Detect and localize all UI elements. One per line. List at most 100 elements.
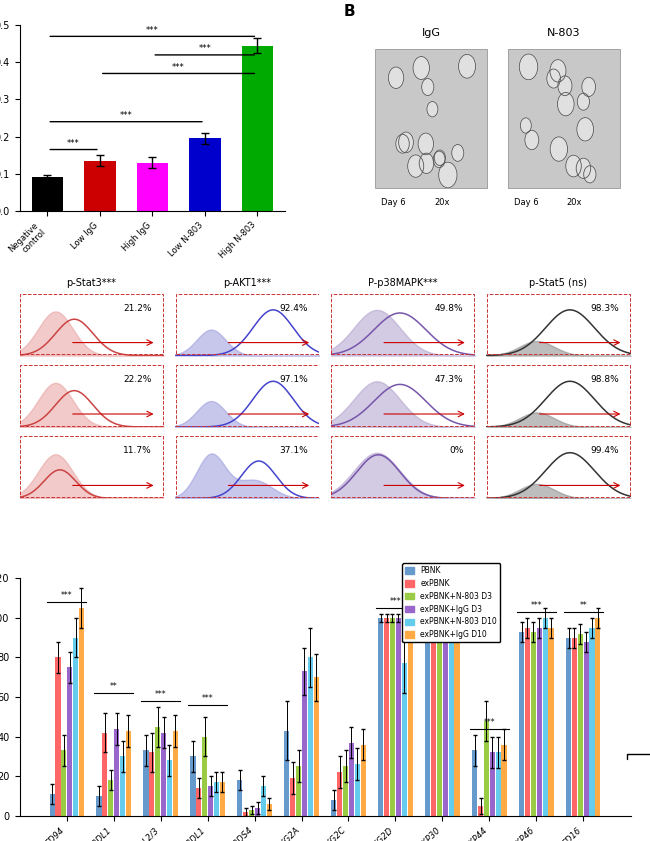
Bar: [572, 637, 577, 816]
Circle shape: [434, 150, 445, 166]
Circle shape: [550, 137, 567, 161]
Bar: [237, 780, 242, 816]
Bar: [196, 788, 202, 816]
Circle shape: [458, 55, 476, 78]
Bar: [214, 782, 219, 816]
Bar: [332, 800, 337, 816]
Bar: [595, 618, 601, 816]
Bar: [501, 744, 506, 816]
Bar: [431, 621, 436, 816]
Circle shape: [413, 56, 430, 80]
Bar: [349, 743, 354, 816]
Bar: [590, 627, 595, 816]
Circle shape: [558, 76, 572, 96]
Bar: [220, 782, 225, 816]
Bar: [32, 177, 63, 211]
Bar: [108, 780, 113, 816]
Bar: [448, 618, 454, 816]
Bar: [284, 731, 289, 816]
Bar: [396, 618, 401, 816]
Text: ***: ***: [530, 601, 542, 610]
Bar: [443, 621, 448, 816]
Circle shape: [433, 151, 445, 167]
Circle shape: [396, 135, 410, 153]
Text: 20x: 20x: [434, 198, 449, 207]
Text: N-803: N-803: [547, 29, 581, 38]
Bar: [61, 750, 66, 816]
Bar: [167, 760, 172, 816]
Bar: [126, 731, 131, 816]
Text: 49.8%: 49.8%: [435, 304, 463, 313]
Bar: [313, 677, 318, 816]
Bar: [243, 812, 248, 816]
Bar: [495, 753, 500, 816]
Circle shape: [525, 130, 539, 150]
Text: ***: ***: [484, 717, 495, 727]
Bar: [390, 618, 395, 816]
Bar: [261, 786, 266, 816]
Bar: [296, 766, 301, 816]
Circle shape: [408, 155, 424, 177]
Bar: [189, 139, 220, 211]
Circle shape: [550, 60, 566, 82]
Bar: [161, 733, 166, 816]
Bar: [337, 772, 343, 816]
Text: ***: ***: [172, 63, 185, 72]
Text: 97.1%: 97.1%: [279, 375, 307, 384]
Circle shape: [452, 145, 464, 161]
Circle shape: [388, 67, 404, 88]
Text: 47.3%: 47.3%: [435, 375, 463, 384]
Bar: [343, 766, 348, 816]
Bar: [208, 786, 213, 816]
Bar: [173, 731, 178, 816]
Bar: [266, 804, 272, 816]
Text: 98.8%: 98.8%: [590, 375, 619, 384]
Circle shape: [427, 102, 438, 117]
FancyBboxPatch shape: [376, 50, 487, 188]
Bar: [114, 728, 119, 816]
Bar: [155, 727, 161, 816]
Bar: [531, 632, 536, 816]
Circle shape: [418, 133, 434, 155]
Bar: [361, 744, 366, 816]
Text: **: **: [579, 601, 587, 610]
Bar: [144, 750, 149, 816]
Circle shape: [577, 93, 590, 110]
Bar: [302, 671, 307, 816]
Bar: [249, 810, 254, 816]
Title: p-AKT1***: p-AKT1***: [223, 278, 271, 288]
Bar: [202, 737, 207, 816]
Text: ***: ***: [155, 690, 166, 699]
Circle shape: [419, 153, 434, 173]
Circle shape: [398, 132, 413, 153]
Circle shape: [519, 54, 538, 80]
Text: ***: ***: [67, 139, 80, 148]
Circle shape: [577, 118, 593, 141]
Text: ***: ***: [389, 597, 401, 606]
Circle shape: [439, 162, 457, 188]
Bar: [96, 796, 101, 816]
Bar: [378, 618, 383, 816]
Bar: [549, 627, 554, 816]
Bar: [519, 632, 524, 816]
Bar: [102, 733, 107, 816]
Bar: [489, 753, 495, 816]
Bar: [525, 627, 530, 816]
Bar: [150, 753, 155, 816]
Bar: [454, 618, 460, 816]
Bar: [472, 750, 477, 816]
Bar: [537, 627, 542, 816]
Bar: [355, 764, 360, 816]
Bar: [437, 620, 442, 816]
Text: 37.1%: 37.1%: [279, 447, 307, 456]
Circle shape: [576, 158, 591, 178]
Text: 20x: 20x: [567, 198, 582, 207]
Legend: PBNK, exPBNK, exPBNK+N-803 D3, exPBNK+IgG D3, exPBNK+N-803 D10, exPBNK+IgG D10: PBNK, exPBNK, exPBNK+N-803 D3, exPBNK+Ig…: [402, 563, 501, 643]
Text: 99.4%: 99.4%: [590, 447, 619, 456]
Text: 22.2%: 22.2%: [124, 375, 152, 384]
Bar: [578, 634, 583, 816]
Text: ***: ***: [437, 599, 448, 608]
Bar: [384, 618, 389, 816]
Text: ***: ***: [198, 45, 211, 54]
Bar: [73, 637, 78, 816]
